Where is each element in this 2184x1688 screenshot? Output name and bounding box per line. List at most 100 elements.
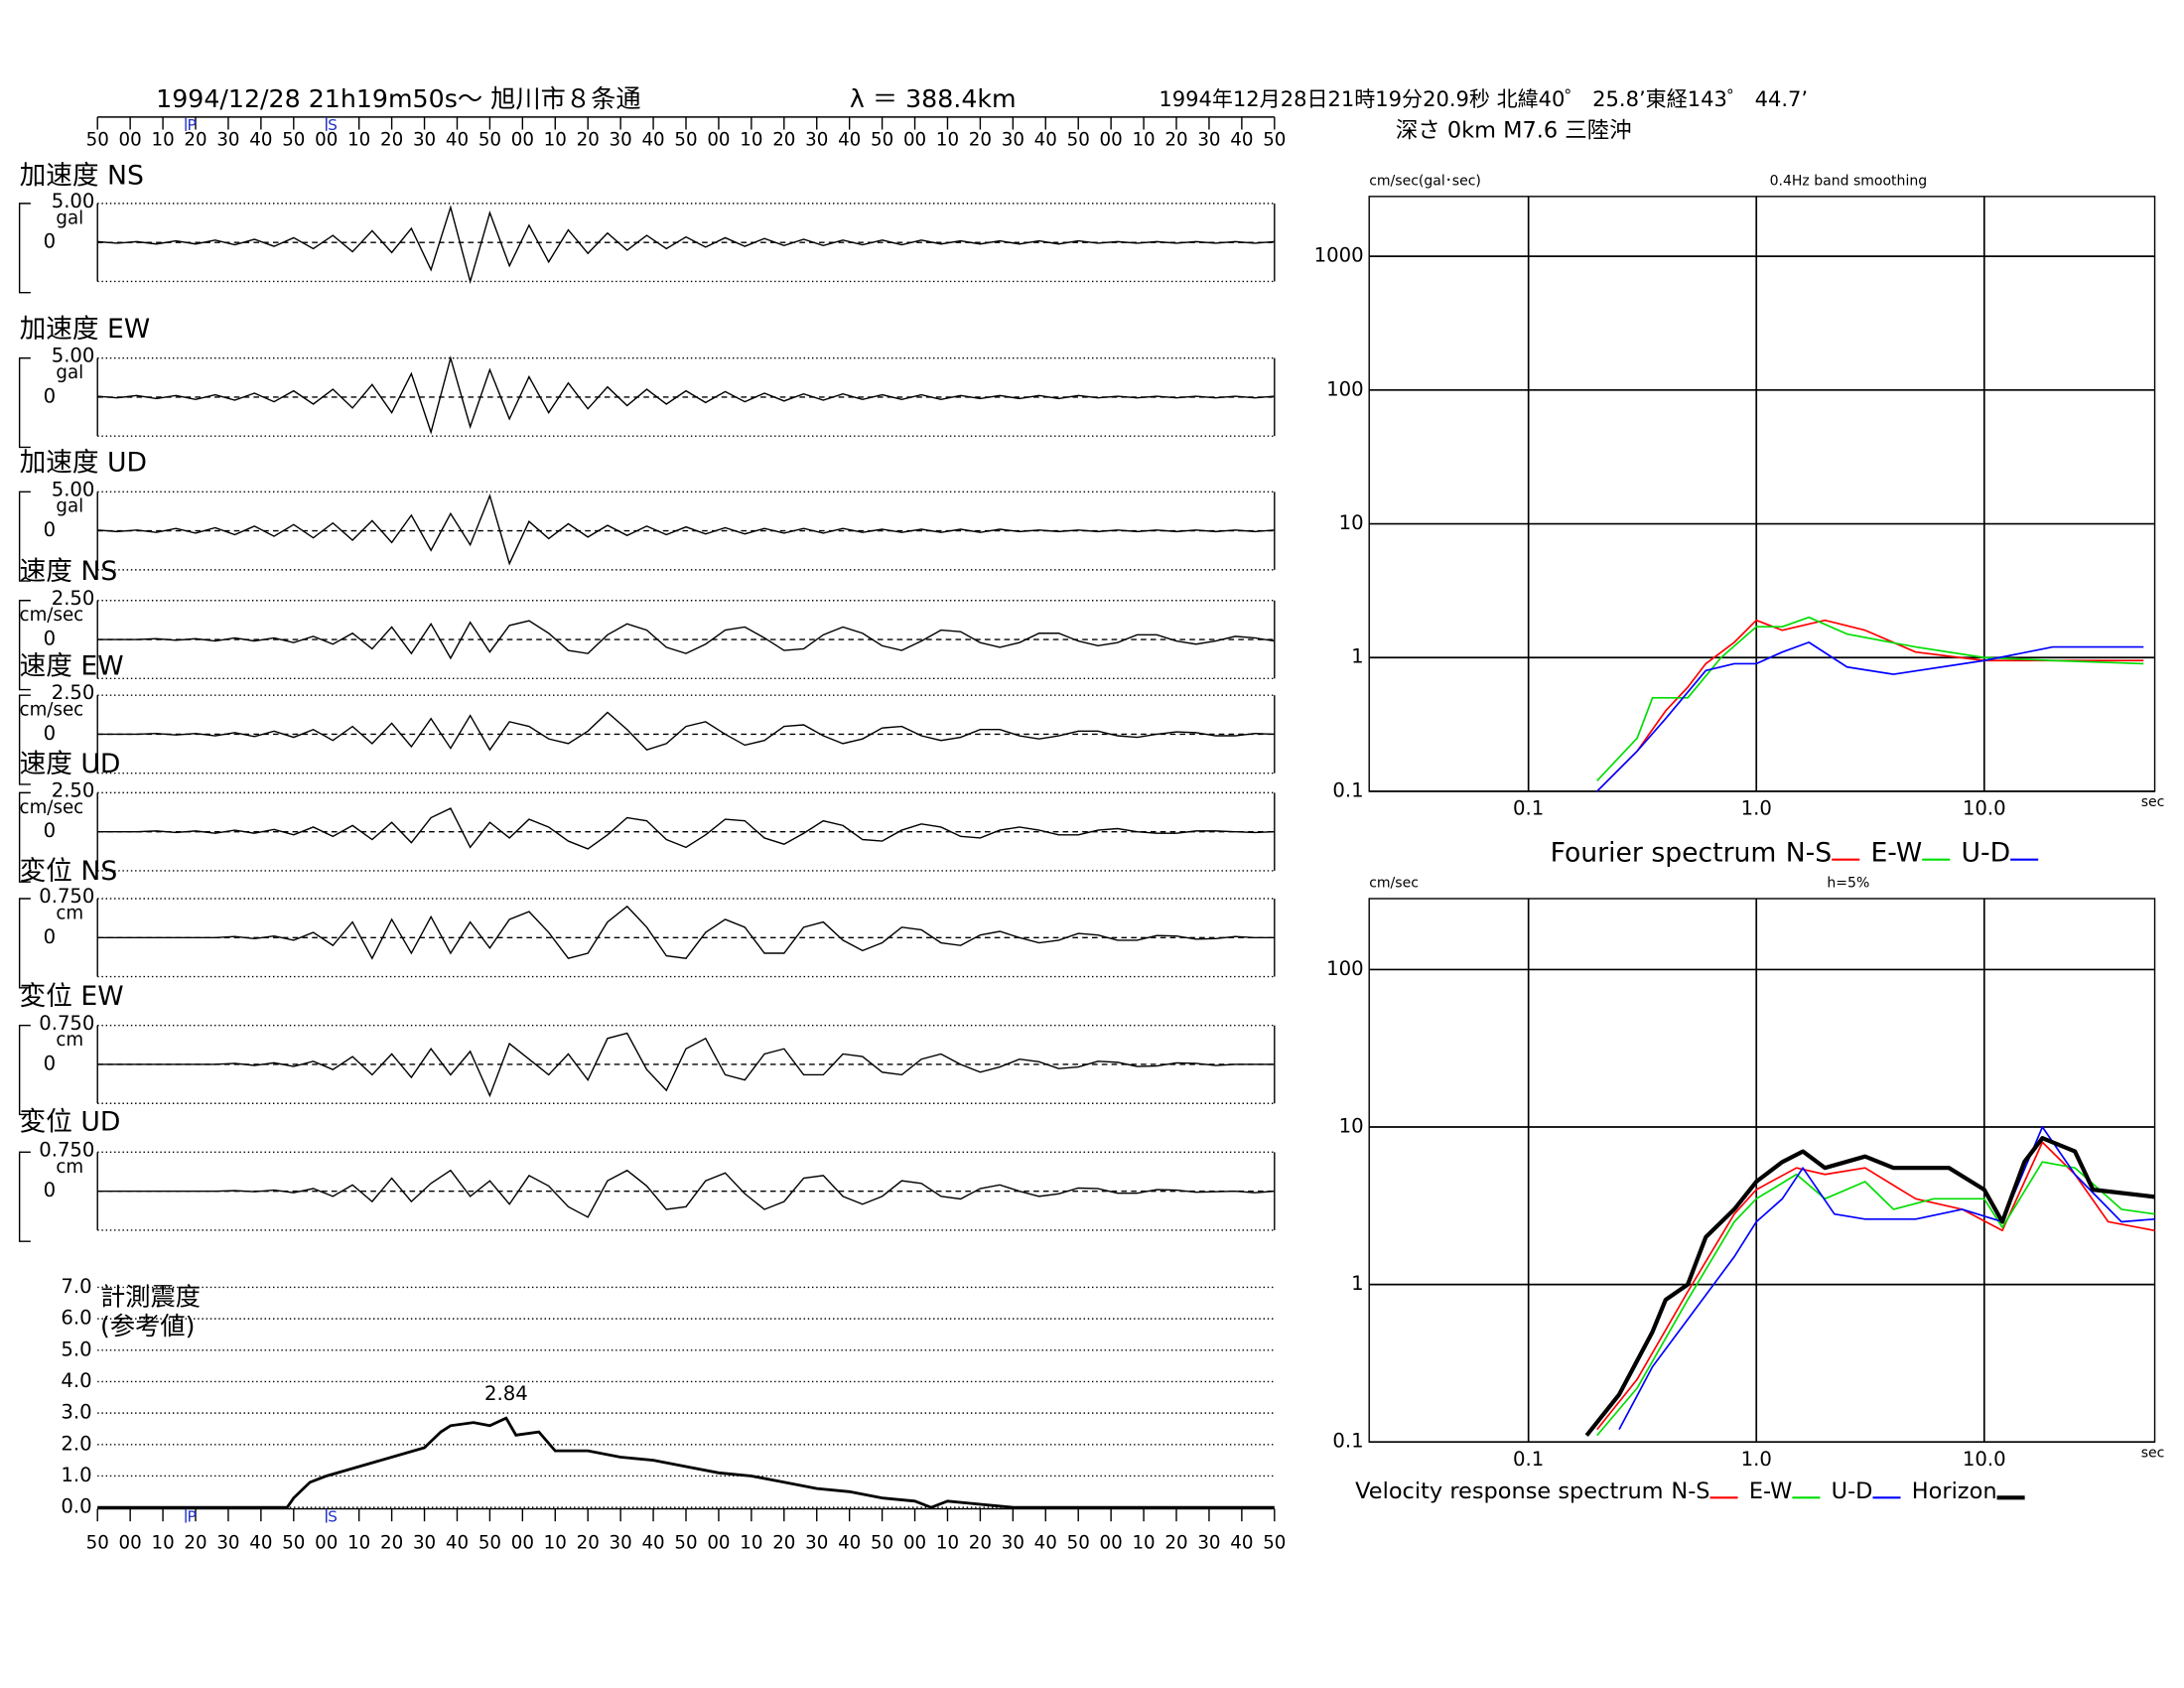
y-tick-label: 100 xyxy=(1326,377,1363,400)
time-tick-label: 50 xyxy=(86,130,109,151)
time-tick-label: 30 xyxy=(216,130,239,151)
time-tick-label: 50 xyxy=(674,130,697,151)
time-tick-label: 50 xyxy=(478,1533,501,1554)
waveform xyxy=(97,493,1275,566)
time-tick-label: 20 xyxy=(184,130,206,151)
trace-tick-label: 0 xyxy=(44,1179,56,1201)
time-tick-label: 10 xyxy=(544,1533,567,1554)
trace-unit: cm/sec xyxy=(20,700,84,721)
waveform xyxy=(97,354,1275,435)
trace-tick-label: 0.750 xyxy=(39,1138,94,1161)
spectrum-line xyxy=(1596,616,2144,781)
trace-title: 速度 UD xyxy=(20,749,121,779)
waveform xyxy=(97,711,1275,752)
y-tick-label: 5.0 xyxy=(61,1337,91,1360)
y-tick-label: 2.0 xyxy=(61,1432,91,1455)
time-tick-label: 20 xyxy=(772,130,795,151)
time-tick-label: 20 xyxy=(184,1533,206,1554)
time-tick-label: 10 xyxy=(936,130,959,151)
time-tick-label: 30 xyxy=(610,130,632,151)
trace-unit: cm xyxy=(56,1157,83,1178)
time-tick-label: 40 xyxy=(1034,130,1057,151)
time-tick-label: 30 xyxy=(805,1533,828,1554)
x-tick-label: 10.0 xyxy=(1963,1448,2006,1471)
bracket xyxy=(18,600,31,691)
time-tick-label: 00 xyxy=(119,130,142,151)
time-tick-label: 20 xyxy=(380,130,403,151)
time-tick-label: 40 xyxy=(446,130,469,151)
bracket xyxy=(18,356,31,449)
y-tick-label: 1 xyxy=(1351,645,1364,668)
trace-unit: gal xyxy=(56,208,83,228)
time-tick-label: 30 xyxy=(413,130,436,151)
x-tick-label: 1.0 xyxy=(1741,797,1772,820)
time-tick-label: 10 xyxy=(936,1533,959,1554)
intensity-subtitle: (参考値) xyxy=(100,1312,195,1340)
legend-label: N-S xyxy=(1786,838,1832,869)
legend-label: E-W xyxy=(1749,1478,1793,1504)
time-tick-label: 40 xyxy=(249,1533,272,1554)
y-tick-label: 3.0 xyxy=(61,1401,91,1424)
time-tick-label: 10 xyxy=(1132,1533,1155,1554)
time-tick-label: 50 xyxy=(86,1533,109,1554)
trace-tick-label: 5.00 xyxy=(52,345,95,367)
time-tick-label: 00 xyxy=(511,1533,534,1554)
chart-subtitle: h=5% xyxy=(1827,876,1869,892)
trace-unit: cm/sec xyxy=(20,605,84,626)
time-tick-label: 00 xyxy=(707,130,730,151)
y-tick-label: 6.0 xyxy=(61,1307,91,1330)
x-tick-label: 1.0 xyxy=(1741,1448,1772,1471)
trace-tick-label: 0 xyxy=(44,1052,56,1074)
intensity-curve xyxy=(97,1416,1275,1509)
y-axis-label: cm/sec xyxy=(1369,876,1419,892)
y-axis-label: cm/sec(gal･sec) xyxy=(1369,173,1481,189)
time-tick-label: 30 xyxy=(805,130,828,151)
trace-tick-label: 0 xyxy=(44,819,56,842)
time-tick-label: 20 xyxy=(380,1533,403,1554)
time-tick-label: 20 xyxy=(969,130,992,151)
time-tick-label: 20 xyxy=(772,1533,795,1554)
time-tick-label: 50 xyxy=(1263,130,1286,151)
time-tick-label: 50 xyxy=(871,1533,893,1554)
time-tick-label: 10 xyxy=(347,130,370,151)
time-tick-label: 20 xyxy=(577,130,600,151)
time-tick-label: 50 xyxy=(674,1533,697,1554)
spectrum-line xyxy=(1596,641,2144,792)
time-tick-label: 50 xyxy=(1263,1533,1286,1554)
time-tick-label: 00 xyxy=(903,1533,926,1554)
trace-title: 変位 UD xyxy=(20,1106,121,1137)
trace-tick-label: 0 xyxy=(44,384,56,407)
time-tick-label: 00 xyxy=(315,130,338,151)
time-tick-label: 30 xyxy=(216,1533,239,1554)
time-tick-label: 10 xyxy=(740,130,762,151)
y-tick-label: 0.1 xyxy=(1332,1430,1363,1453)
trace-unit: cm xyxy=(56,1030,83,1051)
time-tick-label: 30 xyxy=(1197,130,1220,151)
y-tick-label: 4.0 xyxy=(61,1369,91,1392)
time-tick-label: 40 xyxy=(1034,1533,1057,1554)
time-tick-label: 30 xyxy=(1002,130,1024,151)
legend-label: E-W xyxy=(1870,838,1922,869)
waveform xyxy=(97,620,1275,660)
time-tick-label: 00 xyxy=(707,1533,730,1554)
time-tick-label: 20 xyxy=(577,1533,600,1554)
spectrum-line xyxy=(1596,1161,2155,1437)
time-tick-label: 30 xyxy=(1197,1533,1220,1554)
y-tick-label: 100 xyxy=(1326,957,1363,980)
trace-tick-label: 2.50 xyxy=(52,778,95,801)
time-tick-label: 40 xyxy=(1230,1533,1253,1554)
trace-tick-label: 0 xyxy=(44,230,56,253)
bracket xyxy=(18,694,31,785)
waveform xyxy=(97,807,1275,850)
y-tick-label: 10 xyxy=(1339,511,1364,534)
trace-tick-label: 0 xyxy=(44,518,56,541)
chart-subtitle: 0.4Hz band smoothing xyxy=(1770,173,1928,189)
trace-unit: cm/sec xyxy=(20,797,84,818)
time-tick-label: 30 xyxy=(413,1533,436,1554)
time-tick-label: 20 xyxy=(969,1533,992,1554)
spectrum-line xyxy=(1596,619,2144,792)
trace-unit: gal xyxy=(56,362,83,383)
time-tick-label: 10 xyxy=(740,1533,762,1554)
phase-label: P xyxy=(188,1507,197,1525)
